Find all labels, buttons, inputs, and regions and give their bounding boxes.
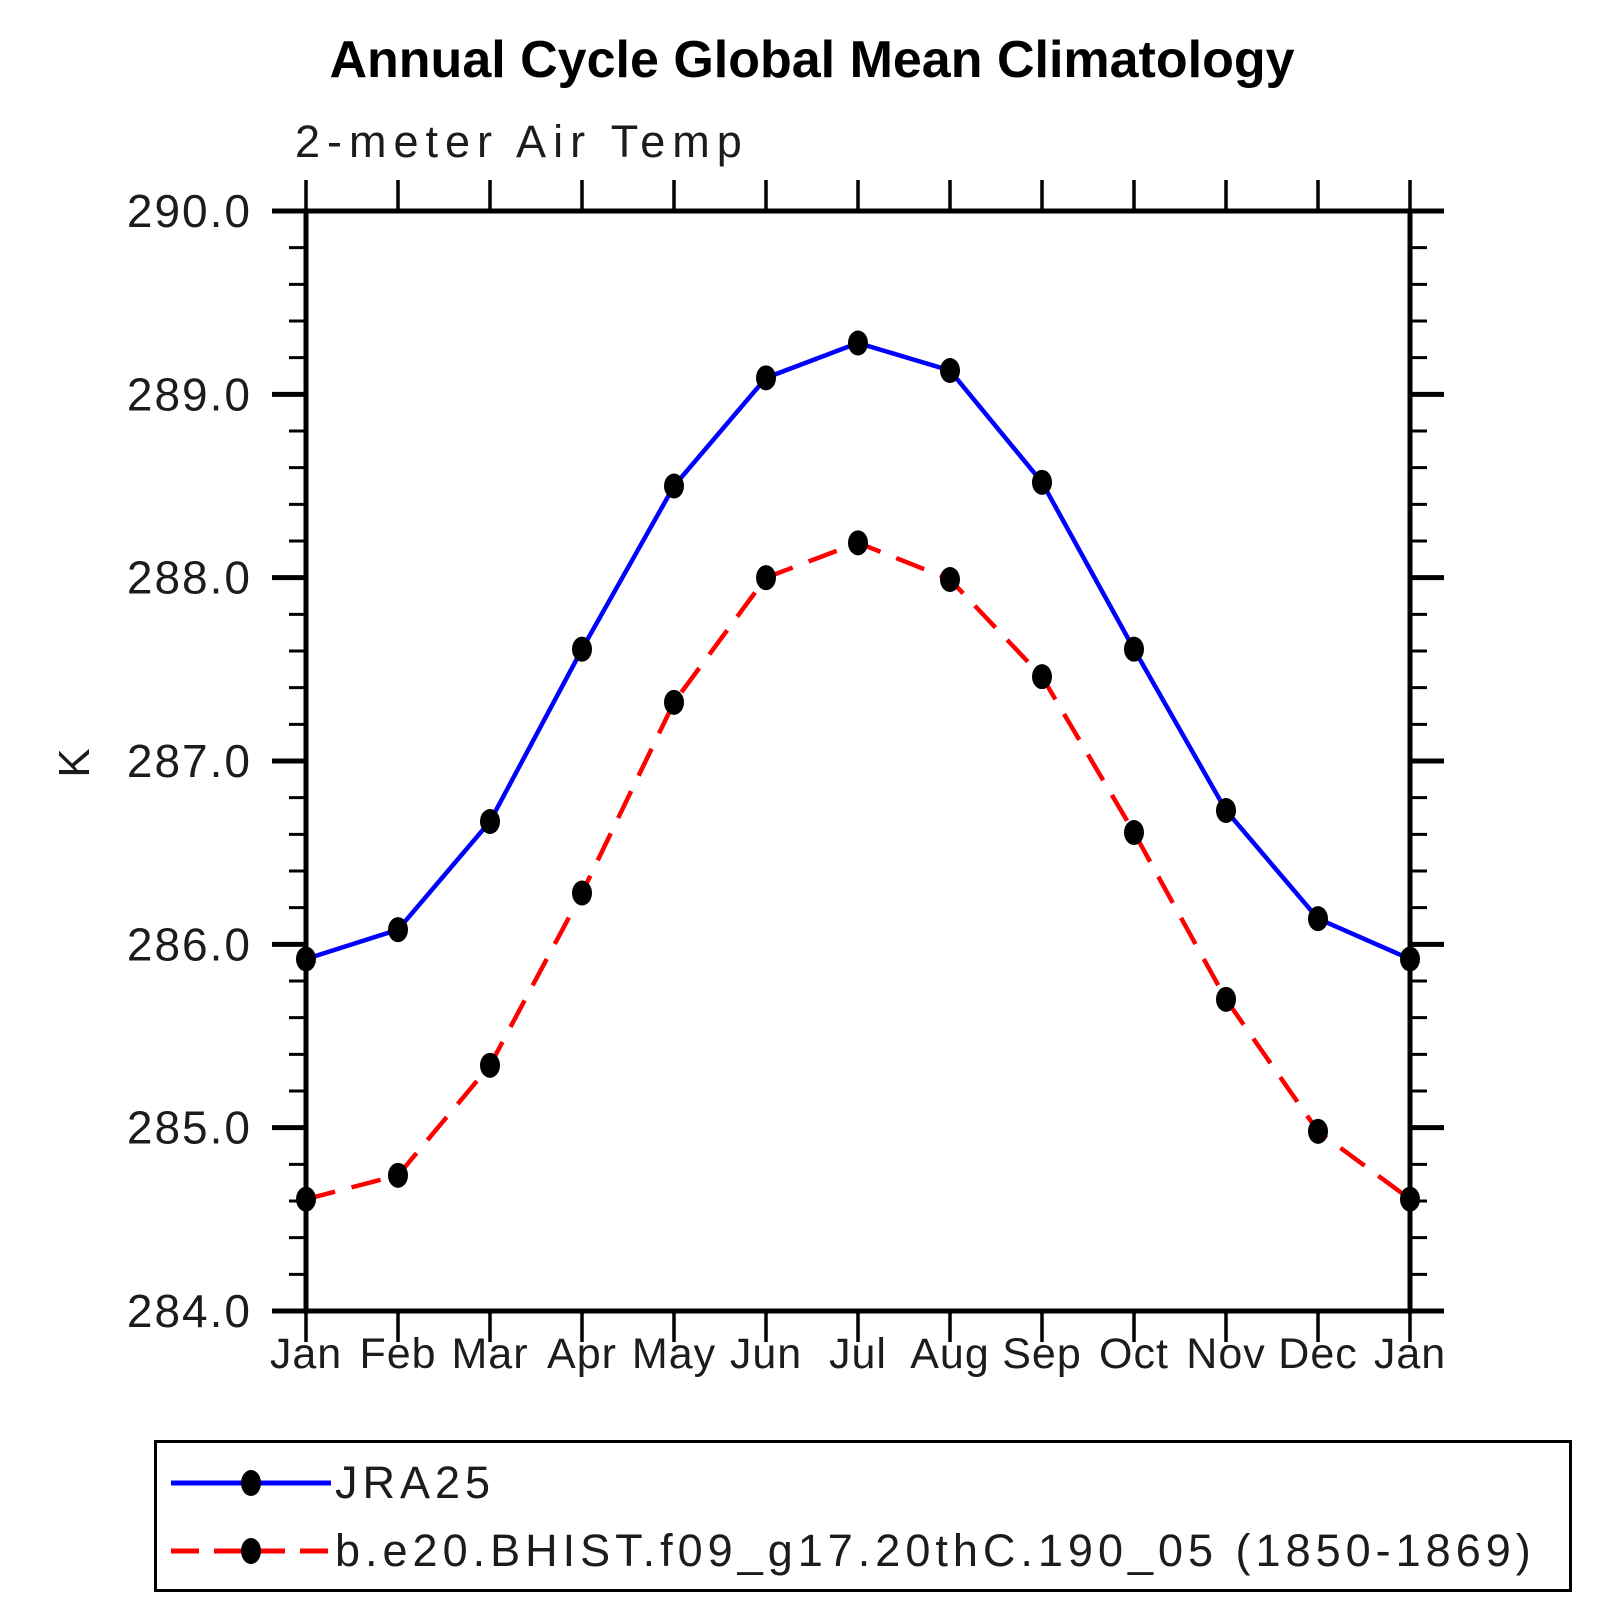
legend-sample-solid-line bbox=[171, 1470, 331, 1496]
data-point-marker-series-1 bbox=[848, 530, 868, 556]
data-point-marker-series-0 bbox=[1032, 469, 1052, 495]
y-tick-label: 287.0 bbox=[127, 735, 252, 787]
x-tick-label: Dec bbox=[1278, 1330, 1357, 1378]
legend-label-jra25: JRA25 bbox=[335, 1457, 496, 1508]
data-point-marker-series-1 bbox=[1400, 1186, 1420, 1212]
x-tick-label: May bbox=[632, 1330, 716, 1378]
data-point-marker-series-0 bbox=[572, 636, 592, 662]
y-tick-label: 284.0 bbox=[127, 1285, 252, 1337]
x-tick-label: Apr bbox=[547, 1330, 617, 1378]
data-point-marker-series-1 bbox=[1308, 1118, 1328, 1144]
y-tick-label: 286.0 bbox=[127, 918, 252, 970]
legend-box: JRA25 b.e20.BHIST.f09_g17.20thC.190_05 (… bbox=[154, 1440, 1572, 1592]
x-tick-label: Mar bbox=[451, 1330, 528, 1378]
data-point-marker-series-0 bbox=[848, 330, 868, 356]
data-point-marker-series-1 bbox=[1216, 986, 1236, 1012]
y-tick-label: 285.0 bbox=[127, 1102, 252, 1154]
data-point-marker-series-1 bbox=[940, 567, 960, 592]
data-point-marker-series-1 bbox=[1032, 664, 1052, 690]
legend-label-model: b.e20.BHIST.f09_g17.20thC.190_05 (1850-1… bbox=[335, 1525, 1536, 1576]
data-point-marker-series-1 bbox=[572, 880, 592, 906]
series-line-0 bbox=[305, 340, 1411, 962]
data-point-marker-series-0 bbox=[1400, 946, 1420, 972]
data-point-marker-series-0 bbox=[480, 809, 500, 834]
data-point-marker-series-1 bbox=[1124, 820, 1144, 845]
data-point-marker-series-1 bbox=[296, 1186, 316, 1212]
data-point-marker-series-0 bbox=[664, 473, 684, 499]
chart-subtitle: 2-meter Air Temp bbox=[295, 116, 749, 167]
x-tick-label: Jan bbox=[1374, 1330, 1446, 1378]
x-tick-label: Nov bbox=[1186, 1330, 1265, 1378]
x-tick-label: Oct bbox=[1099, 1330, 1169, 1378]
data-point-marker-series-0 bbox=[940, 358, 960, 383]
legend-sample-dashed-line bbox=[171, 1538, 331, 1564]
data-point-marker-series-1 bbox=[664, 689, 684, 715]
x-tick-label: Jul bbox=[829, 1330, 887, 1378]
legend-marker-dot bbox=[241, 1470, 261, 1496]
y-tick-label: 289.0 bbox=[127, 368, 252, 420]
data-point-marker-series-1 bbox=[756, 565, 776, 591]
x-tick-label: Feb bbox=[359, 1330, 436, 1378]
x-tick-label: Aug bbox=[910, 1330, 990, 1378]
data-point-marker-series-1 bbox=[388, 1162, 408, 1188]
y-tick-label: 288.0 bbox=[127, 552, 252, 604]
legend-row-model: b.e20.BHIST.f09_g17.20thC.190_05 (1850-1… bbox=[167, 1517, 1569, 1585]
data-point-marker-series-0 bbox=[1124, 636, 1144, 662]
data-point-marker-series-0 bbox=[756, 365, 776, 391]
series-line-1 bbox=[305, 540, 1412, 1202]
legend-marker-dot bbox=[241, 1538, 261, 1564]
x-tick-label: Sep bbox=[1002, 1330, 1082, 1378]
x-tick-label: Jan bbox=[270, 1330, 342, 1378]
data-point-marker-series-1 bbox=[480, 1052, 500, 1078]
y-tick-label: 290.0 bbox=[127, 185, 252, 237]
data-point-marker-series-0 bbox=[296, 946, 316, 972]
data-point-marker-series-0 bbox=[388, 917, 408, 943]
chart-title: Annual Cycle Global Mean Climatology bbox=[329, 31, 1295, 89]
legend-row-jra25: JRA25 bbox=[167, 1449, 1569, 1517]
data-point-marker-series-0 bbox=[1308, 906, 1328, 932]
data-point-marker-series-0 bbox=[1216, 798, 1236, 823]
x-tick-label: Jun bbox=[730, 1330, 802, 1378]
